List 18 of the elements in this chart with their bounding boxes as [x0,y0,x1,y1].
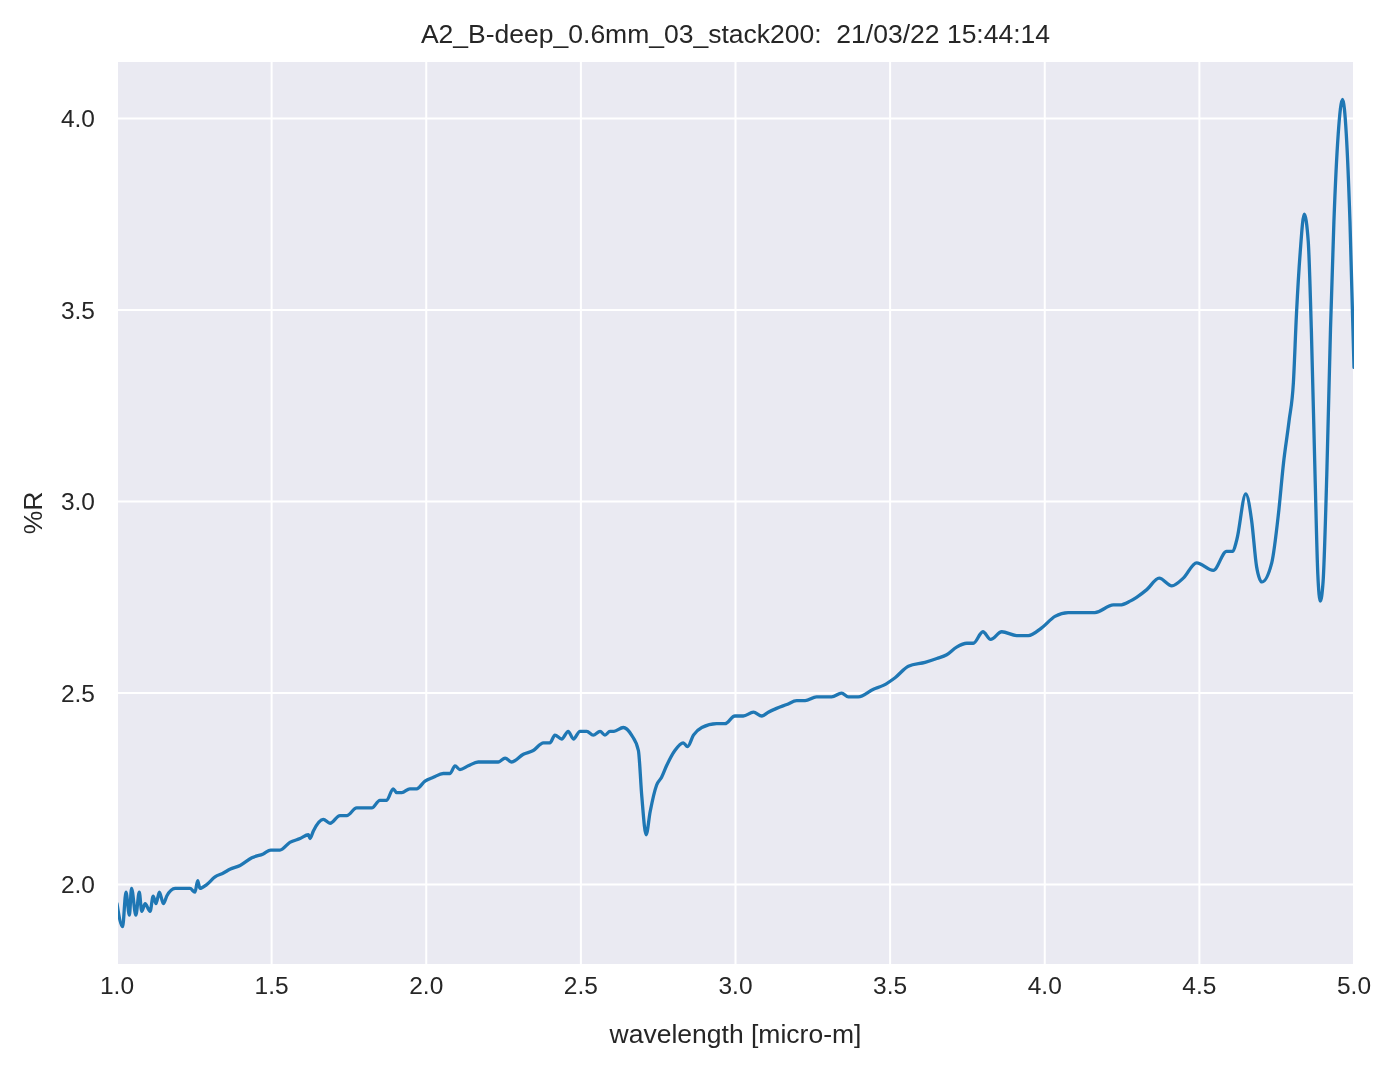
y-tick-label: 2.5 [60,679,95,707]
x-tick-label: 2.5 [563,972,598,1000]
y-tick-label: 3.5 [60,296,95,324]
y-tick-label: 3.0 [60,488,95,516]
x-tick-label: 3.5 [873,972,908,1000]
x-tick-label: 2.0 [409,972,444,1000]
y-tick-label: 2.0 [60,871,95,899]
x-tick-label: 1.5 [254,972,289,1000]
x-tick-label: 1.0 [99,972,135,1000]
x-tick-label: 5.0 [1336,972,1372,1000]
line-series [117,97,1354,929]
chart-title: A2_B-deep_0.6mm_03_stack200: 21/03/22 15:44:14 [419,18,1052,50]
y-axis-title: %R [17,491,49,535]
x-tick-label: 4.0 [1027,972,1062,1000]
x-axis-title: wavelength [micro-m] [608,1018,863,1050]
x-tick-label: 3.0 [718,972,753,1000]
y-tick-label: 4.0 [60,105,95,133]
x-tick-label: 4.5 [1182,972,1217,1000]
